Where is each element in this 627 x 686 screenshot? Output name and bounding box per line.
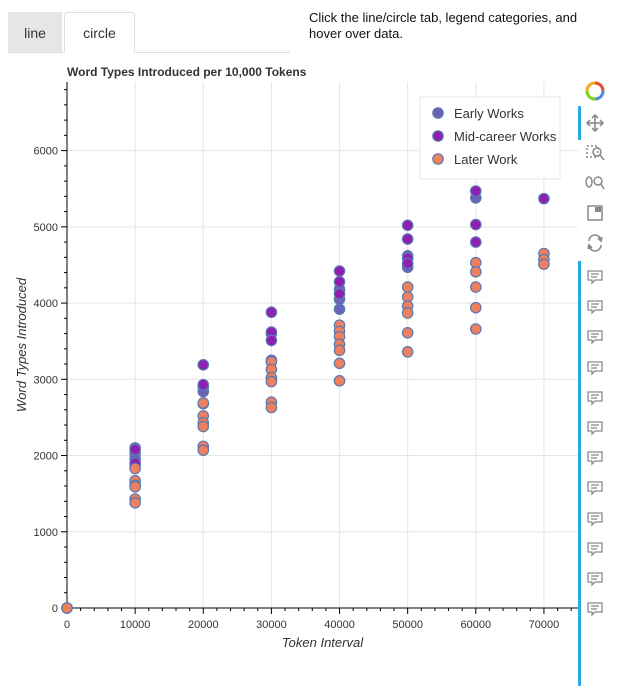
- data-point: [129, 462, 141, 475]
- hover-icon[interactable]: [582, 294, 608, 320]
- data-point: [469, 323, 482, 335]
- legend-marker[interactable]: [432, 130, 444, 142]
- data-point: [333, 375, 346, 387]
- hover-icon[interactable]: [582, 355, 608, 381]
- hover-icon[interactable]: [582, 536, 608, 562]
- x-tick-label: 10000: [120, 619, 151, 631]
- y-tick-label: 0: [52, 603, 58, 615]
- data-point: [538, 258, 550, 270]
- data-point: [129, 443, 141, 456]
- data-point: [469, 218, 482, 231]
- x-axis-label: Token Interval: [282, 635, 364, 650]
- data-point: [401, 346, 414, 358]
- data-point: [401, 233, 414, 245]
- tab-bar: line circle: [8, 12, 290, 53]
- hover-icon[interactable]: [582, 475, 608, 501]
- chart-title: Word Types Introduced per 10,000 Tokens: [67, 65, 307, 79]
- instructions-text: Click the line/circle tab, legend catego…: [309, 10, 578, 41]
- data-point: [469, 266, 482, 278]
- save-icon[interactable]: [582, 200, 608, 226]
- hover-icon[interactable]: [582, 596, 608, 622]
- toolbar-accent-top: [578, 106, 581, 140]
- data-point: [129, 480, 141, 493]
- x-tick-label: 50000: [392, 619, 423, 631]
- data-point: [265, 334, 278, 347]
- y-tick-label: 3000: [34, 374, 58, 386]
- y-tick-label: 1000: [34, 527, 58, 539]
- data-point: [469, 236, 482, 248]
- toolbar-accent-bottom: [578, 261, 581, 686]
- data-point: [333, 275, 346, 288]
- data-point: [401, 281, 414, 293]
- hover-icon[interactable]: [582, 566, 608, 592]
- data-point: [401, 219, 414, 232]
- y-axis-label: Word Types Introduced: [14, 277, 29, 412]
- data-point: [129, 496, 141, 509]
- data-point: [265, 375, 278, 388]
- y-tick-label: 4000: [34, 298, 58, 310]
- data-point: [265, 401, 278, 414]
- data-point: [265, 306, 278, 319]
- tab-circle[interactable]: circle: [64, 12, 135, 53]
- data-point: [401, 327, 414, 339]
- data-point: [469, 281, 482, 293]
- data-point: [333, 344, 346, 357]
- data-point: [197, 397, 210, 409]
- legend-item-label[interactable]: Early Works: [454, 106, 524, 121]
- x-tick-label: 60000: [461, 619, 492, 631]
- hover-icon[interactable]: [582, 324, 608, 350]
- bokeh-logo-icon[interactable]: [582, 78, 608, 104]
- data-point: [401, 307, 414, 319]
- x-tick-label: 20000: [188, 619, 219, 631]
- scatter-chart: 0 10000 20000 30000 40000 50000 60000 70000 0 100…: [14, 65, 578, 650]
- data-point: [333, 357, 346, 370]
- x-tick-label: 0: [64, 619, 70, 631]
- tab-line[interactable]: line: [8, 12, 62, 52]
- box-zoom-icon[interactable]: [582, 140, 608, 166]
- data-point: [197, 378, 210, 391]
- data-point: [333, 265, 346, 277]
- hover-icon[interactable]: [582, 445, 608, 471]
- hover-icon[interactable]: [582, 415, 608, 441]
- data-point: [197, 444, 210, 456]
- legend-item-label[interactable]: Later Work: [454, 152, 518, 167]
- x-tick-label: 70000: [529, 619, 560, 631]
- y-tick-label: 2000: [34, 451, 58, 463]
- data-point: [469, 301, 482, 314]
- data-point: [61, 602, 73, 614]
- data-point: [538, 192, 550, 205]
- data-point: [333, 303, 346, 315]
- x-tick-label: 40000: [324, 619, 355, 631]
- data-point: [333, 288, 346, 300]
- hover-icon[interactable]: [582, 385, 608, 411]
- data-point: [401, 257, 414, 270]
- hover-icon[interactable]: [582, 264, 608, 290]
- data-point: [197, 420, 210, 433]
- legend-item-label[interactable]: Mid-career Works: [454, 129, 557, 144]
- data-point: [197, 359, 210, 371]
- legend-marker[interactable]: [432, 153, 444, 165]
- y-tick-label: 5000: [34, 222, 58, 234]
- hover-icon[interactable]: [582, 506, 608, 532]
- reset-icon[interactable]: [582, 230, 608, 256]
- pan-icon[interactable]: [582, 110, 608, 136]
- x-tick-label: 30000: [256, 619, 287, 631]
- data-point: [469, 185, 482, 197]
- wheel-zoom-icon[interactable]: [582, 170, 608, 196]
- legend-marker[interactable]: [432, 107, 444, 119]
- y-tick-label: 6000: [34, 146, 58, 158]
